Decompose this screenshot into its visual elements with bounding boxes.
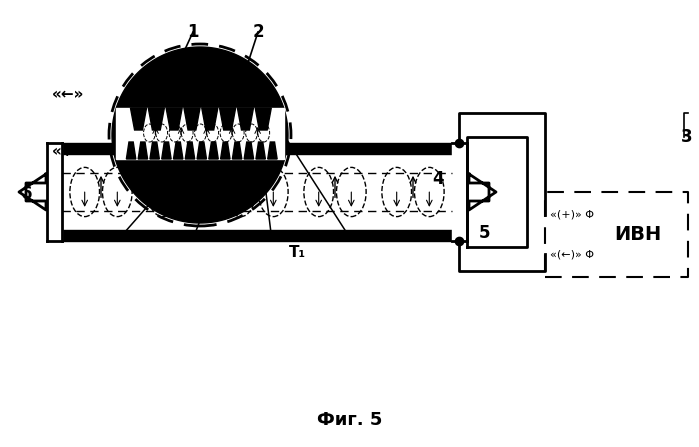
Polygon shape <box>185 142 195 159</box>
Polygon shape <box>256 142 266 159</box>
Polygon shape <box>138 142 147 159</box>
Polygon shape <box>232 142 242 159</box>
Polygon shape <box>161 142 171 159</box>
Polygon shape <box>244 142 254 159</box>
Text: 5: 5 <box>478 224 490 242</box>
Polygon shape <box>166 108 182 130</box>
Polygon shape <box>112 47 288 223</box>
Text: ИВН: ИВН <box>614 225 661 244</box>
Polygon shape <box>19 174 46 210</box>
Polygon shape <box>469 174 496 210</box>
Polygon shape <box>238 108 254 130</box>
Polygon shape <box>268 142 277 159</box>
Polygon shape <box>150 142 159 159</box>
Polygon shape <box>184 108 200 130</box>
Text: 4: 4 <box>432 170 444 188</box>
Polygon shape <box>116 108 284 159</box>
Text: 6: 6 <box>21 185 33 203</box>
Polygon shape <box>221 142 230 159</box>
Text: «(←)» Φ: «(←)» Φ <box>550 249 594 259</box>
Polygon shape <box>202 108 218 130</box>
Polygon shape <box>452 143 467 241</box>
Text: «+»: «+» <box>52 144 85 160</box>
Polygon shape <box>127 142 136 159</box>
Text: «(+)» Φ: «(+)» Φ <box>550 210 594 220</box>
Polygon shape <box>197 142 206 159</box>
Polygon shape <box>148 108 164 130</box>
Text: T₁: T₁ <box>289 245 305 260</box>
Polygon shape <box>255 108 271 130</box>
Text: 2: 2 <box>252 23 264 41</box>
Text: 3: 3 <box>680 128 692 146</box>
Polygon shape <box>47 143 62 241</box>
Text: Фиг. 5: Фиг. 5 <box>317 411 382 429</box>
Polygon shape <box>209 142 218 159</box>
Text: «←»: «←» <box>52 88 85 102</box>
Text: T₂: T₂ <box>248 122 266 137</box>
Text: 1: 1 <box>187 23 199 41</box>
Polygon shape <box>131 108 147 130</box>
Polygon shape <box>173 142 183 159</box>
Polygon shape <box>219 108 236 130</box>
